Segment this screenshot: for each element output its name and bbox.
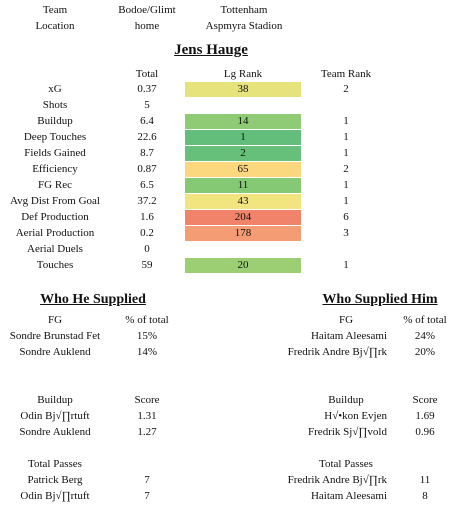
supplied-him-buildup-name: Fredrik Sj√∏vold xyxy=(308,426,387,438)
supplied-buildup-header: Buildup xyxy=(37,394,73,406)
lg-rank-cell: 2 xyxy=(185,146,301,161)
supplied-him-fg-header: FG xyxy=(338,314,354,326)
supplied-fg-value: 15% xyxy=(136,330,158,342)
supplied-buildup-value: 1.31 xyxy=(137,410,157,422)
lg-rank-cell: 38 xyxy=(185,82,301,97)
stat-total: 0.2 xyxy=(140,227,154,239)
home-location: home xyxy=(134,20,160,32)
supplied-him-fg-name: Fredrik Andre Bj√∏rk xyxy=(287,346,387,358)
supplied-passes-name: Patrick Berg xyxy=(27,474,83,486)
stat-total: 1.6 xyxy=(140,211,154,223)
lg-rank-cell: 178 xyxy=(185,226,301,241)
stat-label: Aerial Production xyxy=(15,227,95,239)
lg-rank-cell: 1 xyxy=(185,130,301,145)
stat-total: 6.5 xyxy=(140,179,154,191)
stat-total: 6.4 xyxy=(140,115,154,127)
stat-label: FG Rec xyxy=(38,179,72,191)
supplied-him-fg-value: 20% xyxy=(414,346,436,358)
total-header: Total xyxy=(135,68,159,80)
stat-label: Efficiency xyxy=(32,163,78,175)
team-rank-value: 1 xyxy=(343,259,349,271)
lg-rank-cell: 20 xyxy=(185,258,301,273)
team-rank-value: 1 xyxy=(343,115,349,127)
stat-label: Aerial Duels xyxy=(27,243,83,255)
team-label: Team xyxy=(42,4,68,16)
supplied-him-buildup-value: 1.69 xyxy=(415,410,435,422)
supplied-him-fg-value: 24% xyxy=(414,330,436,342)
supplied-pct-header: % of total xyxy=(125,314,169,326)
supplied-score-header: Score xyxy=(134,394,160,406)
supplied-him-fg-name: Haitam Aleesami xyxy=(310,330,387,342)
stat-label: Fields Gained xyxy=(24,147,86,159)
stat-label: Touches xyxy=(36,259,74,271)
team-rank-value: 3 xyxy=(343,227,349,239)
stat-total: 5 xyxy=(144,99,150,111)
supplied-fg-value: 14% xyxy=(136,346,158,358)
stat-total: 37.2 xyxy=(137,195,157,207)
supplied-passes-value: 7 xyxy=(144,474,150,486)
supplied-passes-name: Odin Bj√∏rtuft xyxy=(20,490,90,502)
stat-label: Def Production xyxy=(21,211,89,223)
location-label: Location xyxy=(35,20,75,32)
supplied-passes-header: Total Passes xyxy=(28,458,82,470)
supplied-him-passes-header: Total Passes xyxy=(319,458,373,470)
team-rank-value: 2 xyxy=(343,83,349,95)
away-team: Tottenham xyxy=(220,4,268,16)
lg-rank-cell: 204 xyxy=(185,210,301,225)
supplied-buildup-name: Odin Bj√∏rtuft xyxy=(20,410,90,422)
supplied-fg-name: Sondre Auklend xyxy=(19,346,91,358)
team-rank-value: 1 xyxy=(343,131,349,143)
away-location: Aspmyra Stadion xyxy=(205,20,283,32)
lg-rank-cell: 14 xyxy=(185,114,301,129)
team-rank-value: 1 xyxy=(343,179,349,191)
stat-label: Avg Dist From Goal xyxy=(10,195,100,207)
stat-total: 8.7 xyxy=(140,147,154,159)
supplied-him-passes-name: Fredrik Andre Bj√∏rk xyxy=(287,474,387,486)
supplied-him-pct-header: % of total xyxy=(403,314,447,326)
team-rank-value: 1 xyxy=(343,195,349,207)
stat-label: Buildup xyxy=(37,115,73,127)
supplied-him-score-header: Score xyxy=(412,394,438,406)
who-he-supplied-title: Who He Supplied xyxy=(40,292,146,307)
who-supplied-him-title: Who Supplied Him xyxy=(322,292,438,307)
stat-total: 0.87 xyxy=(137,163,157,175)
supplied-him-buildup-value: 0.96 xyxy=(415,426,435,438)
supplied-fg-header: FG xyxy=(47,314,63,326)
supplied-fg-name: Sondre Brunstad Fet xyxy=(9,330,101,342)
team-rank-header: Team Rank xyxy=(320,68,372,80)
stat-label: Shots xyxy=(42,99,68,111)
stat-total: 0.37 xyxy=(137,83,157,95)
supplied-him-buildup-header: Buildup xyxy=(328,394,364,406)
lg-rank-header: Lg Rank xyxy=(223,68,263,80)
lg-rank-cell: 43 xyxy=(185,194,301,209)
stat-label: Deep Touches xyxy=(23,131,87,143)
team-rank-value: 2 xyxy=(343,163,349,175)
team-rank-value: 6 xyxy=(343,211,349,223)
supplied-him-passes-value: 11 xyxy=(419,474,431,486)
stat-total: 0 xyxy=(144,243,150,255)
stat-label: xG xyxy=(48,83,62,95)
lg-rank-cell: 65 xyxy=(185,162,301,177)
home-team: Bodoe/Glimt xyxy=(118,4,176,16)
team-rank-value: 1 xyxy=(343,147,349,159)
stat-total: 22.6 xyxy=(137,131,157,143)
supplied-him-passes-value: 8 xyxy=(422,490,428,502)
supplied-him-passes-name: Haitam Aleesami xyxy=(310,490,387,502)
supplied-buildup-name: Sondre Auklend xyxy=(19,426,91,438)
supplied-him-buildup-name: H√•kon Evjen xyxy=(324,410,387,422)
supplied-buildup-value: 1.27 xyxy=(137,426,157,438)
player-name: Jens Hauge xyxy=(174,42,248,58)
stat-total: 59 xyxy=(141,259,153,271)
supplied-passes-value: 7 xyxy=(144,490,150,502)
lg-rank-cell: 11 xyxy=(185,178,301,193)
